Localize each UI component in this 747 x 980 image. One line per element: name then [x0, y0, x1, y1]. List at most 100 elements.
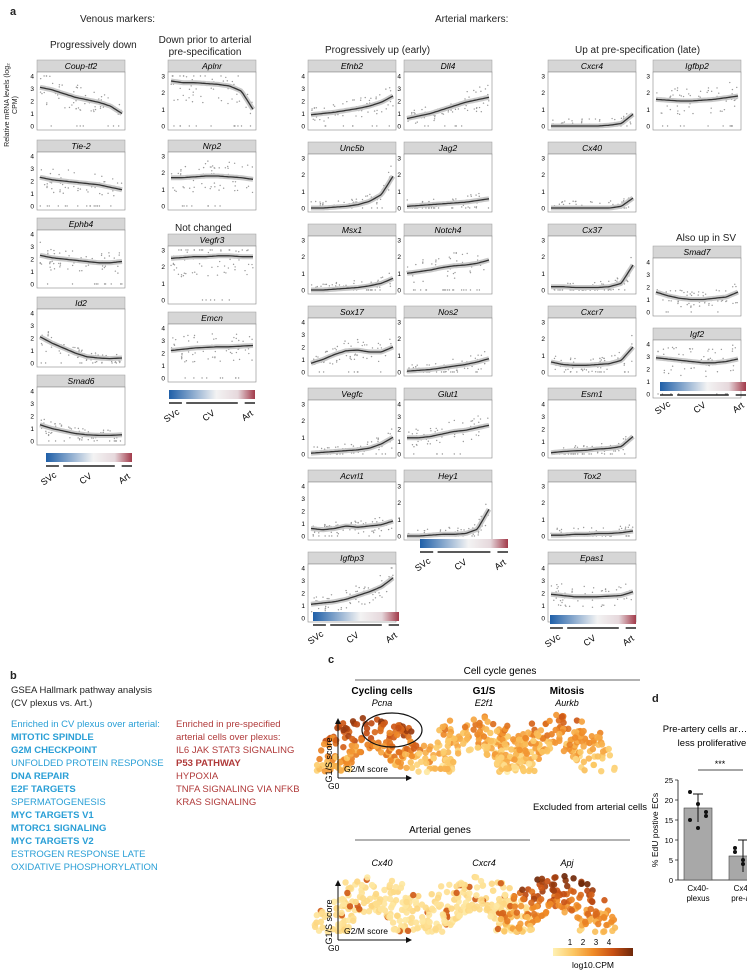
data-point-smad7: [688, 302, 690, 305]
umap-title-aurkb: Mitosis: [550, 686, 585, 697]
data-point-id2: [78, 349, 80, 351]
ytick-msx1-1: 1: [301, 271, 305, 278]
umap-point-cx40: [354, 878, 361, 885]
umap-point-pcna: [393, 731, 401, 739]
data-point-smad7: [721, 299, 724, 302]
data-point-igfbp3: [392, 574, 394, 577]
data-point-cxcr7: [623, 364, 625, 366]
umap-point-cx40: [388, 904, 395, 911]
data-point-cx40: [599, 202, 601, 205]
umap-point-pcna: [408, 764, 416, 772]
gsea-cv-item: E2F TARGETS: [11, 784, 76, 795]
gene-label-notch4: Notch4: [435, 225, 462, 235]
data-point-igfbp3: [349, 593, 351, 595]
ytick-tox2-0: 0: [541, 534, 545, 541]
data-point-nrp2: [204, 163, 207, 165]
data-point-notch4: [444, 289, 447, 291]
data-point-jag2: [432, 198, 435, 200]
data-point-jag2: [428, 200, 430, 203]
data-point-epas1: [620, 587, 622, 589]
data-point-vegfr3: [234, 269, 236, 271]
data-point-aplnr: [170, 83, 172, 86]
umap-point-apj: [530, 910, 538, 918]
data-point-acvrl1: [312, 533, 314, 536]
trend-line-igf2: [655, 357, 739, 364]
data-point-esm1: [625, 436, 627, 438]
legend-tick-3: 3: [594, 938, 599, 947]
data-point-aplnr: [240, 125, 243, 127]
data-point-id2: [60, 362, 62, 364]
data-point-nos2: [463, 367, 466, 369]
data-point-igfbp2: [733, 105, 736, 107]
data-point-acvrl1: [331, 535, 333, 537]
data-point-aplnr: [193, 75, 195, 77]
data-point-cxcr7: [570, 371, 572, 373]
data-point-vegfc: [326, 447, 329, 449]
umap-point-cxcr4: [426, 918, 433, 926]
data-point-id2: [81, 349, 83, 351]
data-point-smad7: [693, 304, 695, 306]
data-point-acvrl1: [324, 525, 326, 528]
data-point-couptf2: [84, 102, 86, 105]
umap-point-cxcr4: [432, 925, 439, 933]
data-point-msx1: [334, 285, 337, 287]
data-point-cxcr7: [581, 368, 583, 371]
data-point-esm1: [618, 442, 620, 445]
gsea-cv-item: MTORC1 SIGNALING: [11, 823, 107, 834]
data-point-id2: [92, 362, 94, 364]
data-point-tie2: [87, 191, 89, 193]
umap-point-cxcr4: [443, 888, 451, 896]
data-point-efnb2: [342, 103, 344, 105]
data-point-glut1: [426, 443, 429, 445]
data-point-msx1: [328, 285, 331, 287]
data-point-igfbp2: [679, 94, 681, 96]
umap-point-aurkb: [528, 720, 536, 727]
data-point-tie2: [46, 185, 48, 188]
data-point-cx37: [572, 282, 574, 285]
axis-origin-1: G0: [328, 943, 340, 953]
data-point-aplnr: [199, 75, 202, 77]
ytick-dll4-2: 2: [397, 99, 401, 106]
gene-label-epas1: Epas1: [580, 553, 604, 563]
data-point-esm1: [583, 453, 585, 455]
umap-point-cx40: [319, 908, 326, 916]
umap-point-pcna: [368, 720, 375, 727]
gene-label-smad6: Smad6: [68, 376, 95, 386]
umap-point-cx40: [402, 916, 409, 924]
data-point-emcn: [248, 336, 251, 338]
data-point-nrp2: [211, 170, 213, 172]
data-point-smad7: [732, 302, 734, 305]
trend-line-acvrl1: [310, 520, 394, 531]
data-point-notch4: [446, 275, 449, 277]
data-point-cxcr7: [606, 368, 608, 371]
data-point-couptf2: [93, 91, 95, 94]
data-point-acvrl1: [342, 529, 344, 531]
umap-point-aurkb: [580, 758, 588, 766]
data-point-esm1: [601, 452, 603, 455]
data-point-sox17: [377, 360, 380, 363]
data-point-vegfc: [366, 443, 369, 446]
umap-point-aurkb: [522, 747, 529, 754]
data-point-cxcr4: [571, 120, 573, 122]
data-point-cx40: [562, 203, 565, 206]
data-point-hey1: [463, 529, 465, 531]
data-point-igf2: [693, 367, 695, 369]
data-point-jag2: [468, 207, 471, 209]
data-point-tie2: [43, 183, 46, 186]
ytick-efnb2-1: 1: [301, 111, 305, 118]
legend-tick-4: 4: [607, 938, 612, 947]
data-point-tie2: [96, 205, 99, 207]
data-point-ephb4: [93, 283, 96, 285]
ytick-cx37-3: 3: [541, 238, 545, 245]
data-point-igfbp2: [676, 87, 679, 89]
gsea-cv-item: MYC TARGETS V2: [11, 836, 94, 847]
data-point-unc5b: [351, 199, 354, 202]
plot-frame-smad7: [652, 257, 742, 317]
data-point-smad6: [109, 430, 111, 432]
ytick-sox17-2: 2: [301, 345, 305, 352]
data-point-nrp2: [227, 165, 229, 168]
data-point-ephb4: [100, 253, 103, 255]
data-point-id2: [68, 354, 70, 356]
data-point-igfbp2: [674, 88, 676, 90]
data-point-igfbp3: [326, 597, 328, 600]
